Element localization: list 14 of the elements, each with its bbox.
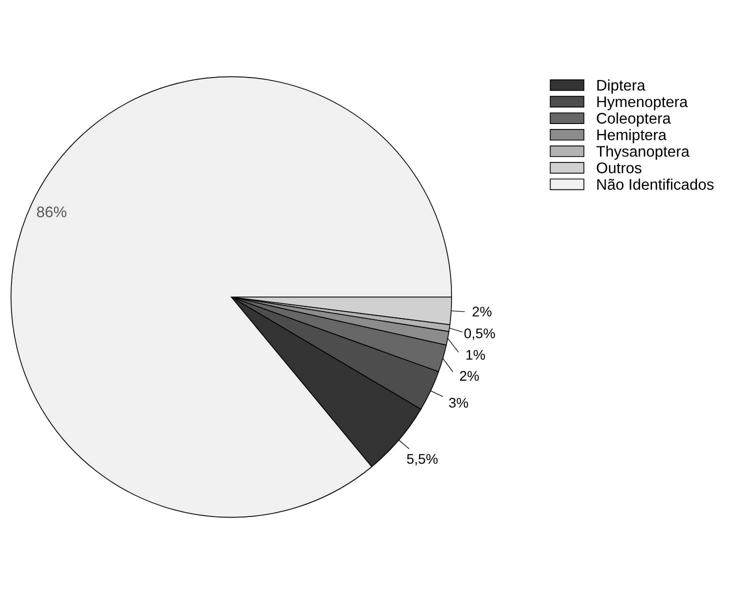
data-label: 2% — [460, 371, 479, 381]
data-label: 1% — [466, 350, 485, 360]
legend-label: Não Identificados — [597, 178, 714, 190]
data-label: 2% — [472, 306, 492, 316]
legend-label: Coleoptera — [596, 112, 671, 127]
data-label: 86% — [36, 206, 66, 218]
data-label: 5,5% — [407, 454, 438, 466]
data-label: 0,5% — [464, 328, 495, 340]
legend-label: Hymenoptera — [597, 96, 688, 110]
legend-label: Hemiptera — [597, 129, 667, 144]
legend-label: Diptera — [597, 79, 646, 94]
data-label: 3% — [449, 398, 468, 408]
legend-label: Thysanoptera — [596, 146, 690, 160]
legend-label: Outros — [596, 162, 642, 174]
